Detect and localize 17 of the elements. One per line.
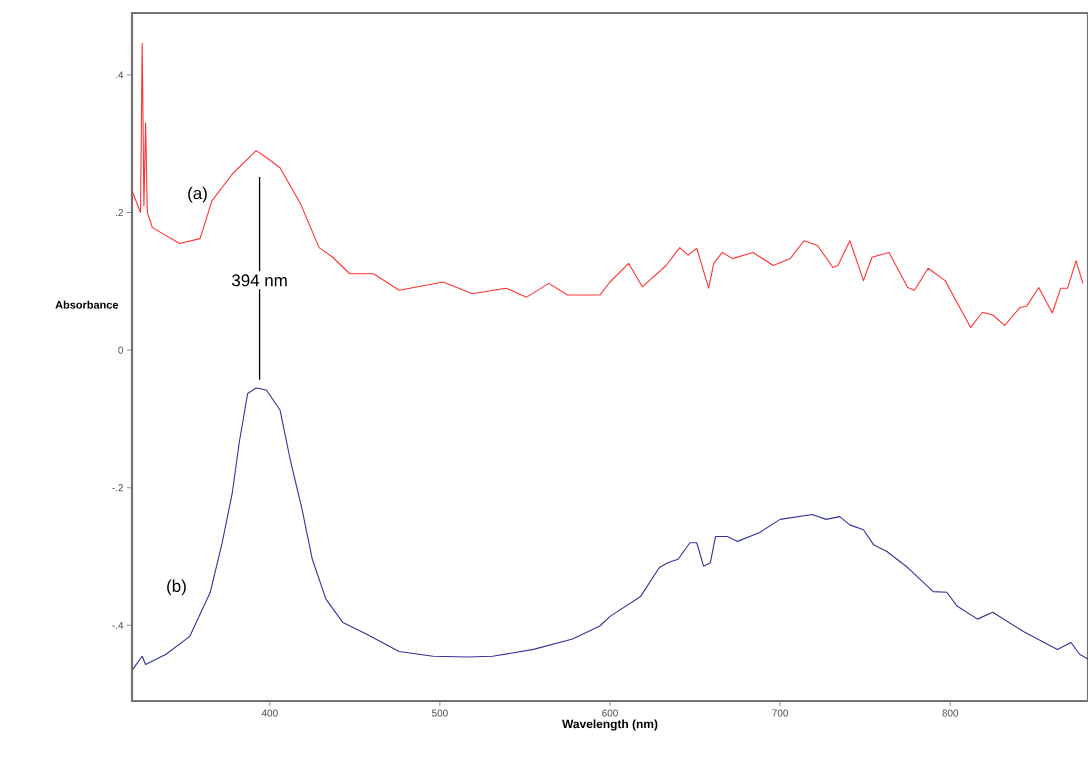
y-tick-label: .2 [116, 209, 123, 216]
x-tick-label: 500 [431, 709, 448, 717]
x-axis-title: Wavelength (nm) [562, 719, 658, 731]
series-label: (b) [167, 579, 186, 596]
ref-line-label: 394 nm [231, 274, 287, 287]
line-series [132, 387, 1088, 670]
y-tick-label: 0 [118, 346, 124, 354]
x-tick-label: 600 [602, 709, 618, 717]
y-tick-label: -.4 [112, 621, 124, 629]
line-series [132, 42, 1084, 328]
x-tick-label: 800 [942, 709, 959, 717]
y-axis-title: Absorbance [55, 300, 119, 309]
series-label: (a) [188, 186, 207, 203]
y-tick-label: -.2 [112, 484, 123, 492]
x-tick-label: 700 [772, 709, 789, 717]
y-tick-label: .4 [116, 71, 124, 79]
x-tick-label: 400 [261, 709, 278, 717]
